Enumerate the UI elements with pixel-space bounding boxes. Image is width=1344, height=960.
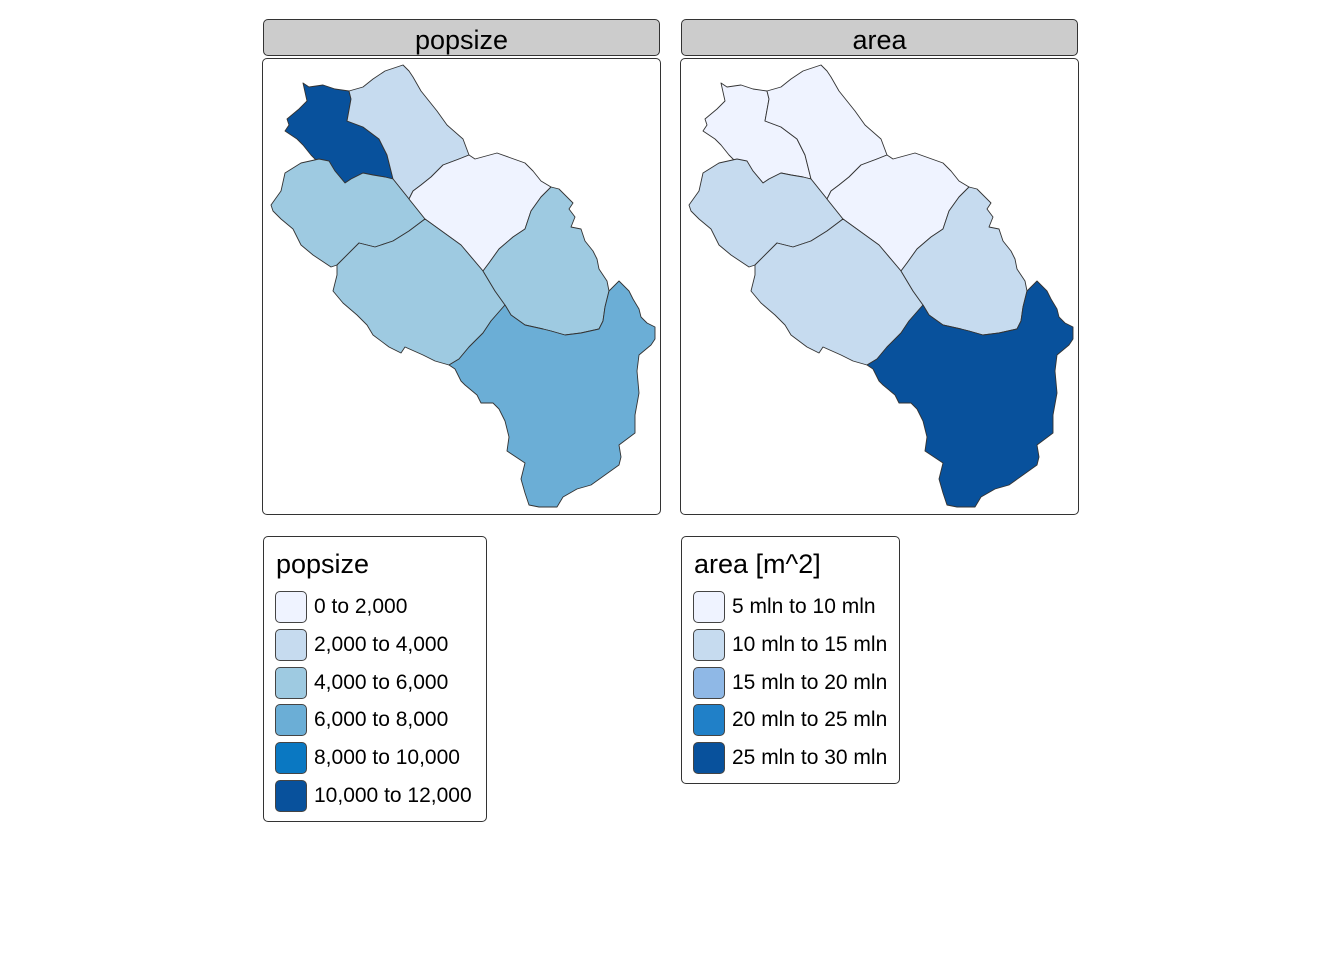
map-area [688,64,1074,508]
legend-item: 25 mln to 30 mln [693,742,913,774]
legend-label: 6,000 to 8,000 [314,708,449,731]
legend-label: 20 mln to 25 mln [732,708,888,731]
legend-label: 10,000 to 12,000 [314,784,472,807]
map-panel-area [680,58,1079,515]
legend-label: 2,000 to 4,000 [314,633,449,656]
legend-swatch [693,629,725,661]
legend-item: 15 mln to 20 mln [693,667,913,699]
legend-label: 0 to 2,000 [314,595,408,618]
legend-item: 20 mln to 25 mln [693,704,913,736]
legend-swatch [275,591,307,623]
legend-item: 10,000 to 12,000 [275,780,495,812]
panel-title: popsize [414,25,509,55]
legend-item: 2,000 to 4,000 [275,629,495,661]
legend-label: 25 mln to 30 mln [732,746,888,769]
legend-area: area [m^2] 5 mln to 10 mln 10 mln to 15 … [681,536,900,784]
map-popsize [270,64,656,508]
legend-swatch [693,591,725,623]
panel-header-popsize: popsize [263,19,660,56]
legend-item: 0 to 2,000 [275,591,495,623]
legend-title: area [m^2] [694,549,821,579]
legend-item: 10 mln to 15 mln [693,629,913,661]
panel-title: area [852,25,907,55]
map-panel-popsize [262,58,661,515]
legend-swatch [693,667,725,699]
legend-swatch [693,742,725,774]
legend-item: 4,000 to 6,000 [275,667,495,699]
legend-item: 5 mln to 10 mln [693,591,913,623]
map-region [866,280,1074,508]
legend-label: 10 mln to 15 mln [732,633,888,656]
legend-swatch [275,780,307,812]
legend-swatch [275,742,307,774]
legend-title: popsize [276,549,370,579]
legend-swatch [693,704,725,736]
legend-popsize: popsize 0 to 2,000 2,000 to 4,000 4,000 … [263,536,487,822]
legend-label: 8,000 to 10,000 [314,746,460,769]
panel-header-area: area [681,19,1078,56]
legend-item: 8,000 to 10,000 [275,742,495,774]
legend-item: 6,000 to 8,000 [275,704,495,736]
legend-swatch [275,629,307,661]
legend-swatch [275,704,307,736]
legend-swatch [275,667,307,699]
legend-label: 4,000 to 6,000 [314,671,449,694]
legend-label: 15 mln to 20 mln [732,671,888,694]
map-region [448,280,656,508]
legend-label: 5 mln to 10 mln [732,595,876,618]
